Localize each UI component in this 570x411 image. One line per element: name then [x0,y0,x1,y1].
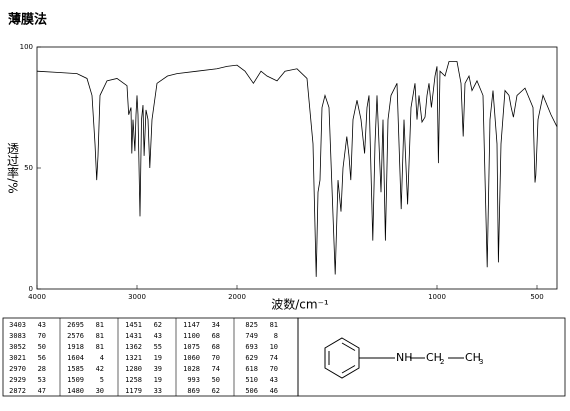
table-percent: 4 [100,354,104,362]
table-wavenumber: 693 [245,343,258,351]
table-percent: 39 [154,365,162,373]
table-percent: 43 [270,376,278,384]
table-wavenumber: 2872 [9,387,26,395]
x-axis-label: 波数/cm⁻¹ [271,297,329,312]
table-percent: 56 [38,354,46,362]
table-wavenumber: 1431 [125,332,142,340]
table-percent: 46 [270,387,278,395]
table-percent: 33 [154,387,162,395]
table-percent: 81 [96,321,104,329]
table-percent: 62 [212,387,220,395]
table-wavenumber: 3052 [9,343,26,351]
table-percent: 68 [212,332,220,340]
structure-text: CH [465,351,481,364]
table-wavenumber: 1075 [183,343,200,351]
table-wavenumber: 2576 [67,332,84,340]
table-percent: 70 [38,332,46,340]
chart-title: 薄膜法 [8,12,47,28]
table-wavenumber: 1451 [125,321,142,329]
table-wavenumber: 1585 [67,365,84,373]
table-percent: 42 [96,365,104,373]
table-percent: 47 [38,387,46,395]
table-wavenumber: 1321 [125,354,142,362]
table-wavenumber: 1100 [183,332,200,340]
table-wavenumber: 1179 [125,387,142,395]
table-wavenumber: 869 [187,387,200,395]
table-percent: 50 [38,343,46,351]
table-percent: 5 [100,376,104,384]
table-percent: 43 [38,321,46,329]
table-wavenumber: 1028 [183,365,200,373]
table-wavenumber: 1280 [125,365,142,373]
table-percent: 55 [154,343,162,351]
table-wavenumber: 3021 [9,354,26,362]
table-wavenumber: 825 [245,321,258,329]
table-wavenumber: 2970 [9,365,26,373]
table-percent: 62 [154,321,162,329]
table-wavenumber: 1604 [67,354,84,362]
table-wavenumber: 993 [187,376,200,384]
table-wavenumber: 1147 [183,321,200,329]
x-tick-label: 2000 [228,293,246,301]
y-tick-label: 0 [29,285,33,293]
table-wavenumber: 1509 [67,376,84,384]
table-percent: 70 [212,354,220,362]
table-wavenumber: 3403 [9,321,26,329]
x-tick-label: 3000 [128,293,146,301]
y-tick-label: 50 [24,164,33,172]
table-percent: 34 [212,321,220,329]
y-tick-label: 100 [20,43,33,51]
table-percent: 70 [270,365,278,373]
table-percent: 28 [38,365,46,373]
table-percent: 68 [212,343,220,351]
table-percent: 81 [270,321,278,329]
table-wavenumber: 2929 [9,376,26,384]
x-tick-label: 500 [530,293,543,301]
table-percent: 74 [212,365,220,373]
table-wavenumber: 510 [245,376,258,384]
table-percent: 50 [212,376,220,384]
table-percent: 19 [154,354,162,362]
table-percent: 8 [274,332,278,340]
x-tick-label: 4000 [28,293,46,301]
structure-text: 2 [440,358,444,366]
table-percent: 10 [270,343,278,351]
table-percent: 81 [96,332,104,340]
table-wavenumber: 3083 [9,332,26,340]
structure-text: 3 [479,358,483,366]
structure-frame [297,317,566,397]
table-wavenumber: 506 [245,387,258,395]
plot-frame [36,46,558,290]
table-percent: 53 [38,376,46,384]
table-wavenumber: 749 [245,332,258,340]
table-wavenumber: 2695 [67,321,84,329]
structure-text: NH [396,351,413,364]
table-wavenumber: 618 [245,365,258,373]
table-percent: 30 [96,387,104,395]
table-wavenumber: 1918 [67,343,84,351]
benzene [324,337,464,379]
table-percent: 43 [154,332,162,340]
y-axis-label: 透过率/% [6,142,20,194]
table-percent: 81 [96,343,104,351]
table-wavenumber: 1480 [67,387,84,395]
x-tick-label: 1000 [428,293,446,301]
table-percent: 19 [154,376,162,384]
table-wavenumber: 1060 [183,354,200,362]
spectrum-line [36,61,558,277]
table-percent: 74 [270,354,278,362]
table-wavenumber: 1362 [125,343,142,351]
table-wavenumber: 1258 [125,376,142,384]
structure-text: CH [426,351,442,364]
table-wavenumber: 629 [245,354,258,362]
